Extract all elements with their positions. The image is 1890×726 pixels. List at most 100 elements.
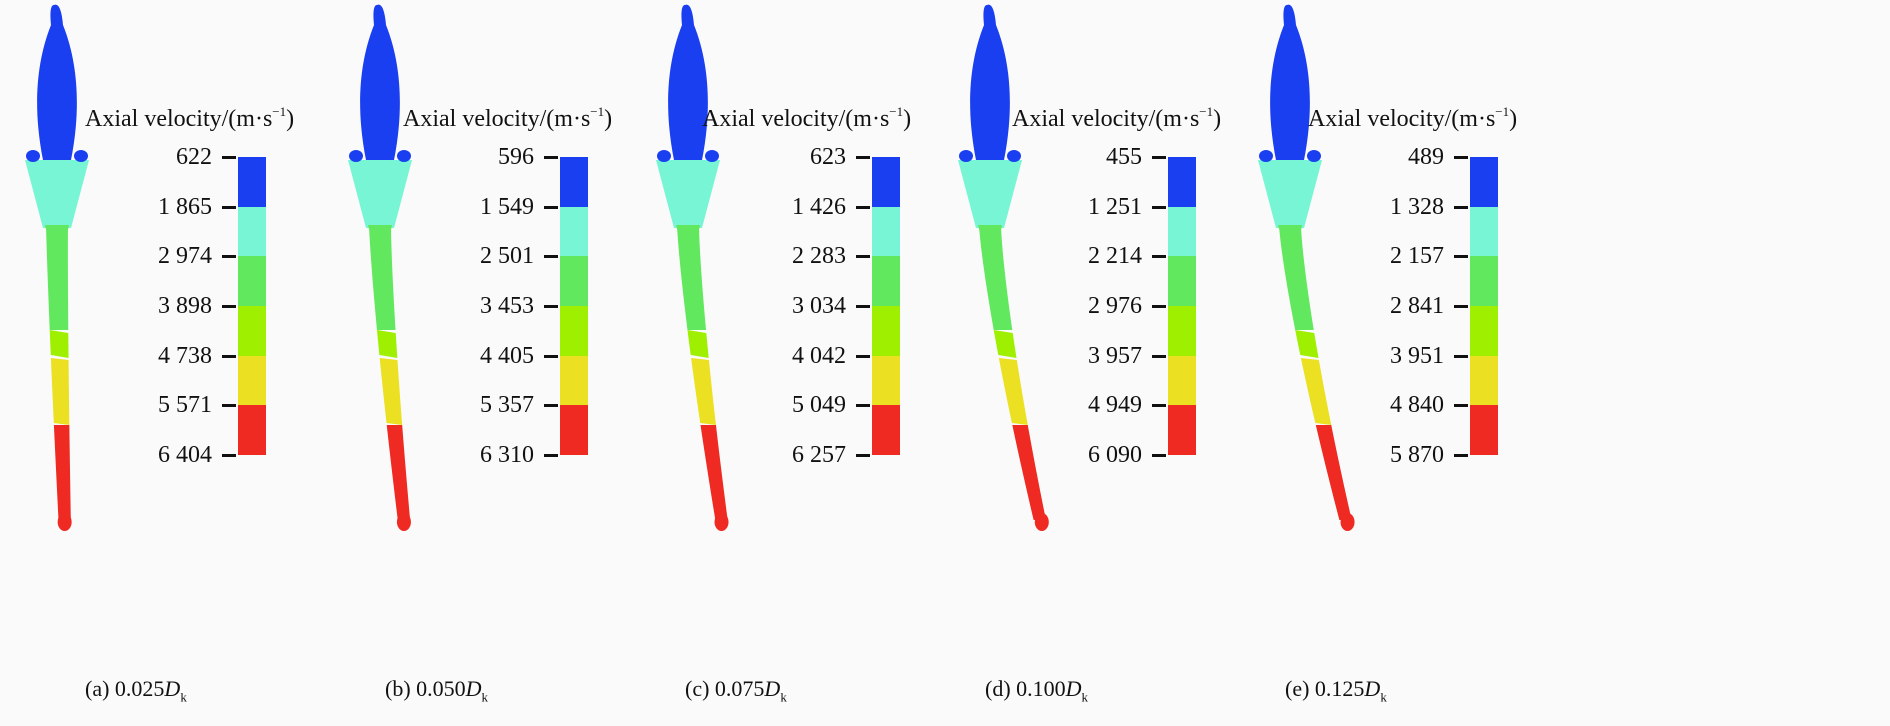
caption-prefix: (e) 0.125 — [1285, 676, 1365, 701]
jet-segment-red — [386, 425, 411, 520]
colorbar-tick-label: 2 283 — [792, 243, 846, 270]
jet-segment-yellowgreen — [1295, 330, 1319, 358]
colorbar-tick — [856, 305, 870, 308]
colorbar-band — [1470, 157, 1498, 207]
colorbar-band — [1470, 256, 1498, 307]
panel-d: Axial velocity/(m·s−1) 455 1 251 2 214 2 976… — [900, 0, 1221, 726]
colorbar-tick — [856, 205, 870, 209]
colorbar-tick-label: 1 328 — [1390, 193, 1444, 220]
panel-caption: (b) 0.050Dk — [385, 676, 488, 705]
colorbar-band — [1168, 157, 1196, 207]
jet-plume — [1270, 4, 1310, 161]
legend-title-text: Axial velocity/(m·s — [1012, 106, 1200, 132]
colorbar-band — [560, 256, 588, 307]
colorbar-tick — [544, 305, 558, 308]
jet-cone — [1258, 160, 1322, 228]
colorbar-tick — [222, 354, 236, 358]
legend-title-exponent: −1 — [1495, 104, 1510, 119]
caption-subscript: k — [1081, 689, 1089, 705]
colorbar-tick-label: 3 898 — [158, 293, 212, 319]
colorbar-band — [1168, 206, 1196, 257]
colorbar-tick-label: 3 951 — [1390, 342, 1444, 369]
caption-variable: D — [164, 676, 181, 701]
jet-side-lobe — [1307, 150, 1321, 162]
caption-subscript: k — [1380, 689, 1387, 705]
jet-segment-yellowgreen — [49, 330, 69, 358]
colorbar-tick-label: 3 034 — [792, 293, 846, 319]
colorbar-band — [1168, 306, 1196, 356]
colorbar-tick-label: 623 — [810, 144, 846, 170]
jet-plume — [360, 4, 400, 161]
jet-plume — [970, 4, 1010, 161]
jet-segment-yellowgreen — [993, 330, 1017, 358]
colorbar-tick-label: 6 404 — [158, 442, 212, 468]
panel-caption: (e) 0.125Dk — [1285, 676, 1387, 705]
colorbar-band — [238, 306, 266, 356]
jet-side-lobe — [349, 150, 363, 162]
colorbar-tick-label: 4 949 — [1088, 392, 1142, 419]
jet-segment-red — [1012, 425, 1046, 520]
colorbar-band — [872, 206, 900, 257]
colorbar-band — [560, 405, 588, 456]
colorbar-tick — [222, 156, 236, 159]
colorbar-tick — [544, 156, 558, 159]
caption-subscript: k — [481, 689, 489, 705]
colorbar-band — [872, 405, 900, 456]
colorbar-tick-label: 4 738 — [158, 342, 212, 369]
caption-variable: D — [465, 676, 482, 701]
colorbar-band — [238, 405, 266, 456]
colorbar-band — [872, 256, 900, 307]
jet-segment-red — [53, 425, 71, 520]
legend-title: Axial velocity/(m·s−1) — [85, 104, 295, 133]
jet-segment-red — [700, 425, 728, 520]
colorbar-tick — [544, 404, 558, 408]
colorbar-band — [560, 306, 588, 356]
colorbar-tick-label: 3 957 — [1088, 342, 1142, 369]
colorbar — [560, 157, 588, 456]
colorbar-tick — [222, 404, 236, 408]
legend-title-text: Axial velocity/(m·s — [403, 106, 591, 132]
jet-tip — [396, 513, 411, 531]
colorbar-tick-label: 489 — [1408, 144, 1444, 170]
colorbar-tick-label: 4 840 — [1390, 392, 1444, 419]
colorbar-tick-label: 622 — [176, 144, 212, 170]
colorbar-tick-label: 4 405 — [480, 342, 534, 369]
colorbar-tick — [1152, 305, 1166, 308]
colorbar — [872, 157, 900, 456]
legend-title-text: Axial velocity/(m·s — [85, 106, 273, 132]
jet-side-lobe — [1007, 150, 1021, 162]
colorbar-tick-label: 2 214 — [1088, 243, 1142, 270]
caption-subscript: k — [780, 689, 787, 705]
colorbar-tick-label: 3 453 — [480, 293, 534, 319]
colorbar-tick-label: 6 257 — [792, 442, 846, 468]
jet-segment-green — [1278, 225, 1314, 330]
jet-side-lobe — [397, 150, 411, 162]
caption-prefix: (d) 0.100 — [985, 676, 1066, 701]
legend-title-close: ) — [286, 106, 295, 132]
colorbar-tick — [544, 205, 558, 209]
colorbar-band — [238, 355, 266, 406]
jet-segment-yellow — [1300, 358, 1332, 425]
colorbar-tick-label: 5 571 — [158, 392, 212, 419]
colorbar-band — [1168, 355, 1196, 406]
jet-plume — [668, 4, 708, 161]
panel-b: Axial velocity/(m·s−1) 596 1 549 2 501 3 453… — [300, 0, 613, 726]
colorbar-band — [1168, 405, 1196, 456]
panel-caption: (d) 0.100Dk — [985, 676, 1088, 705]
caption-subscript: k — [180, 689, 187, 705]
colorbar-tick — [1454, 354, 1468, 358]
legend-title-text: Axial velocity/(m·s — [1308, 106, 1496, 132]
colorbar-tick — [1152, 404, 1166, 408]
jet-velocity-contour — [1258, 4, 1355, 531]
colorbar-tick — [1152, 454, 1166, 457]
legend-title-exponent: −1 — [590, 104, 605, 119]
legend-title-exponent: −1 — [272, 104, 287, 119]
jet-tip — [57, 513, 72, 531]
colorbar-tick-label: 6 310 — [480, 442, 534, 468]
colorbar-tick — [856, 255, 870, 259]
legend-title-text: Axial velocity/(m·s — [702, 106, 890, 132]
colorbar — [1168, 157, 1196, 456]
jet-segment-yellow — [691, 358, 716, 425]
caption-variable: D — [1364, 676, 1381, 701]
legend-title-close: ) — [604, 106, 613, 132]
